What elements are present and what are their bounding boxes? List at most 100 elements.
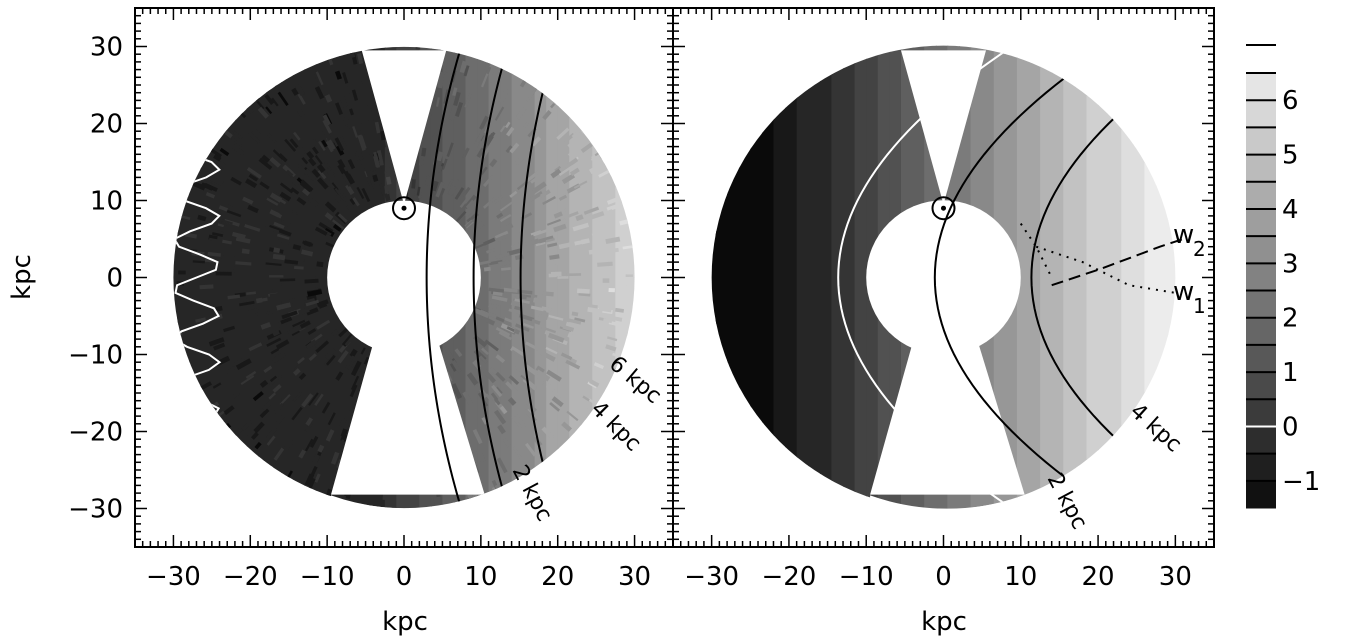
left-map-speckle [349, 404, 357, 413]
left-map-speckle [297, 356, 305, 365]
left-map-speckle [288, 175, 301, 187]
left-map-speckle [308, 392, 319, 406]
left-map-speckle [482, 196, 497, 209]
left-map-speckle [334, 137, 345, 152]
left-map-speckle [525, 170, 540, 183]
left-contour-4kpc [472, 46, 510, 509]
left-map-speckle [231, 143, 246, 156]
right-x-tick-label: 10 [1004, 562, 1037, 592]
left-map-speckle [437, 165, 443, 174]
left-contour-2kpc [425, 46, 463, 509]
left-map-speckle [325, 167, 335, 179]
left-map-speckle [546, 369, 562, 382]
left-y-tick-label: 10 [90, 187, 123, 217]
left-map-speckle [437, 187, 446, 201]
right-inner-hole [866, 200, 1021, 355]
right-x-tick-label: 0 [935, 562, 952, 592]
left-map-speckle [247, 307, 260, 315]
left-map-speckle [481, 315, 496, 326]
left-map-speckle [608, 287, 615, 293]
left-map-speckle [541, 306, 553, 312]
left-map-speckle [277, 282, 291, 286]
left-map-speckle [539, 189, 551, 199]
right-contours [837, 45, 1176, 510]
left-map-speckle [280, 219, 291, 228]
left-map-speckle [317, 444, 325, 453]
left-map-speckle [342, 117, 349, 127]
left-map-speckle [290, 187, 300, 195]
left-map-speckle [547, 260, 559, 266]
w1-label-sub: 1 [1193, 294, 1206, 318]
left-map-speckle [265, 106, 273, 115]
left-map-speckle [441, 158, 448, 170]
left-map-speckle [258, 157, 273, 170]
colorbar-band [1246, 399, 1276, 427]
left-map-speckle [580, 142, 593, 153]
left-map-speckle [255, 297, 263, 304]
right-map-band [1051, 45, 1065, 510]
left-map-band [200, 46, 213, 509]
left-map-speckle [296, 196, 307, 206]
left-map-speckle [482, 174, 494, 188]
left-map-speckle [507, 248, 522, 256]
left-map-speckle [307, 196, 320, 208]
left-map-speckle [352, 197, 360, 207]
left-map-speckle [384, 193, 389, 202]
right-panel: −30 −20 −10 0 10 20 30 [672, 7, 1215, 592]
left-map-speckle [321, 139, 328, 148]
left-map-speckle [313, 71, 322, 87]
left-map-speckle [444, 346, 455, 360]
left-map-speckle [606, 196, 621, 205]
left-map-speckle [239, 300, 255, 307]
left-map-speckle [246, 166, 262, 179]
right-contour-2kpc [933, 45, 1110, 510]
left-map-speckle [615, 307, 625, 313]
left-map-speckle [511, 241, 527, 250]
left-map-speckle [321, 401, 331, 414]
left-map-speckle [275, 339, 290, 350]
right-ticks [673, 8, 1214, 547]
left-map-speckle [327, 412, 336, 426]
colorbar-tick-label: −1 [1282, 467, 1320, 497]
left-map-speckle [567, 139, 577, 148]
left-map-band [500, 46, 513, 509]
left-map-speckle [178, 270, 186, 275]
left-map-speckle [337, 158, 346, 169]
right-map-band [1028, 45, 1042, 510]
left-map-speckle [625, 274, 633, 277]
colorbar-band [1246, 426, 1276, 455]
right-x-tick-label: −30 [684, 562, 739, 592]
left-map-speckle [530, 174, 541, 184]
left-map-speckle [343, 170, 355, 185]
left-map-speckle [551, 396, 564, 408]
left-map-speckle [231, 357, 246, 368]
left-map-speckle [316, 163, 326, 173]
left-map-speckle [209, 176, 224, 186]
left-map-speckle [264, 225, 280, 234]
left-map-speckle [295, 84, 305, 96]
right-contour-label-2kpc: 2 kpc [1042, 469, 1092, 534]
left-map-speckle [547, 332, 565, 343]
right-sun-dot [941, 205, 946, 211]
right-map-band [711, 45, 717, 510]
left-map-speckle [363, 356, 370, 365]
left-map-speckle [479, 355, 488, 364]
left-map-speckle [495, 316, 505, 323]
left-map-speckle [244, 223, 261, 232]
left-map-speckle [499, 405, 508, 415]
left-map-speckle [462, 391, 474, 407]
left-map-speckle [301, 157, 309, 165]
left-map-speckle [474, 308, 490, 319]
left-map-band [569, 46, 582, 509]
left-map-speckle [337, 350, 349, 364]
left-map-speckle [301, 393, 314, 408]
left-map-speckle [479, 115, 489, 130]
left-map-speckle [425, 175, 432, 186]
left-map-speckle [207, 251, 221, 257]
left-map-speckle [352, 126, 359, 138]
left-map-speckle [582, 406, 591, 414]
left-map-speckle [320, 126, 332, 142]
right-x-tick-label: 20 [1082, 562, 1115, 592]
left-map-speckle [305, 299, 320, 307]
left-map-speckle [503, 287, 518, 293]
